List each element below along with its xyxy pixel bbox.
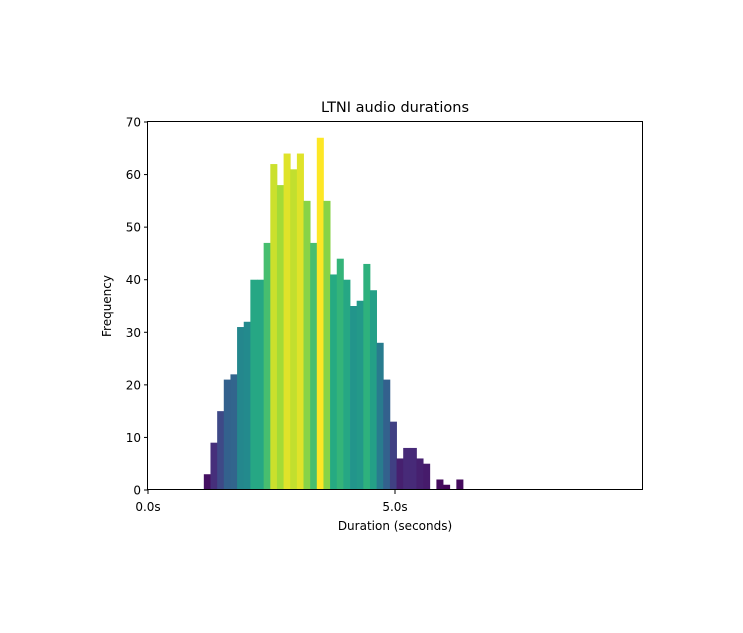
- histogram-bar: [389, 421, 397, 490]
- histogram-bar: [210, 442, 218, 490]
- y-tick-label: 70: [126, 116, 141, 130]
- histogram-bar: [223, 379, 231, 490]
- histogram-bar: [290, 169, 298, 490]
- histogram-bar: [416, 458, 424, 490]
- histogram-bar: [423, 463, 431, 490]
- histogram-bar: [396, 458, 404, 490]
- histogram-bar: [330, 274, 338, 490]
- histogram-bar: [203, 474, 211, 490]
- histogram-bar: [356, 300, 364, 490]
- chart-title: LTNI audio durations: [321, 100, 469, 116]
- x-tick-label: 0.0s: [135, 500, 160, 514]
- histogram-bar: [310, 242, 318, 490]
- histogram-bar: [276, 185, 284, 490]
- histogram-bar: [230, 374, 238, 490]
- histogram-bar: [250, 279, 258, 490]
- histogram-bar: [316, 137, 324, 490]
- histogram-bar: [237, 327, 245, 490]
- histogram-bar: [350, 306, 358, 490]
- histogram-bar: [257, 279, 265, 490]
- histogram-bar: [376, 342, 384, 490]
- histogram-bar: [270, 164, 278, 490]
- histogram-bar: [263, 242, 271, 490]
- histogram-bar: [336, 258, 344, 490]
- x-axis-label: Duration (seconds): [338, 519, 452, 533]
- y-tick-label: 40: [126, 273, 141, 287]
- y-tick-label: 10: [126, 431, 141, 445]
- x-tick-label: 5.0s: [382, 500, 407, 514]
- y-tick-label: 60: [126, 168, 141, 182]
- y-tick-label: 30: [126, 326, 141, 340]
- histogram-bar: [217, 411, 225, 490]
- histogram-bar: [343, 279, 351, 490]
- histogram-bar: [303, 200, 311, 491]
- bars-group: [203, 137, 464, 491]
- y-axis-label: Frequency: [100, 275, 114, 337]
- plot-frame: [147, 121, 643, 490]
- x-axis: 0.0s 5.0s: [135, 490, 408, 514]
- y-axis: 0 10 20 30 40 50 60 70: [126, 116, 148, 498]
- histogram-bar: [243, 321, 251, 490]
- histogram-bar: [383, 379, 391, 490]
- y-tick-label: 0: [133, 484, 141, 498]
- histogram-bar: [323, 200, 331, 491]
- y-tick-label: 20: [126, 378, 141, 392]
- histogram-bar: [363, 263, 371, 490]
- histogram-bar: [409, 447, 417, 490]
- histogram-bar: [403, 447, 411, 490]
- histogram-bar: [369, 290, 377, 490]
- histogram-bar: [283, 153, 291, 491]
- histogram-bar: [436, 479, 444, 490]
- y-tick-label: 50: [126, 221, 141, 235]
- histogram-bar: [456, 479, 464, 490]
- histogram-bar: [443, 484, 451, 490]
- histogram-bar: [296, 153, 304, 491]
